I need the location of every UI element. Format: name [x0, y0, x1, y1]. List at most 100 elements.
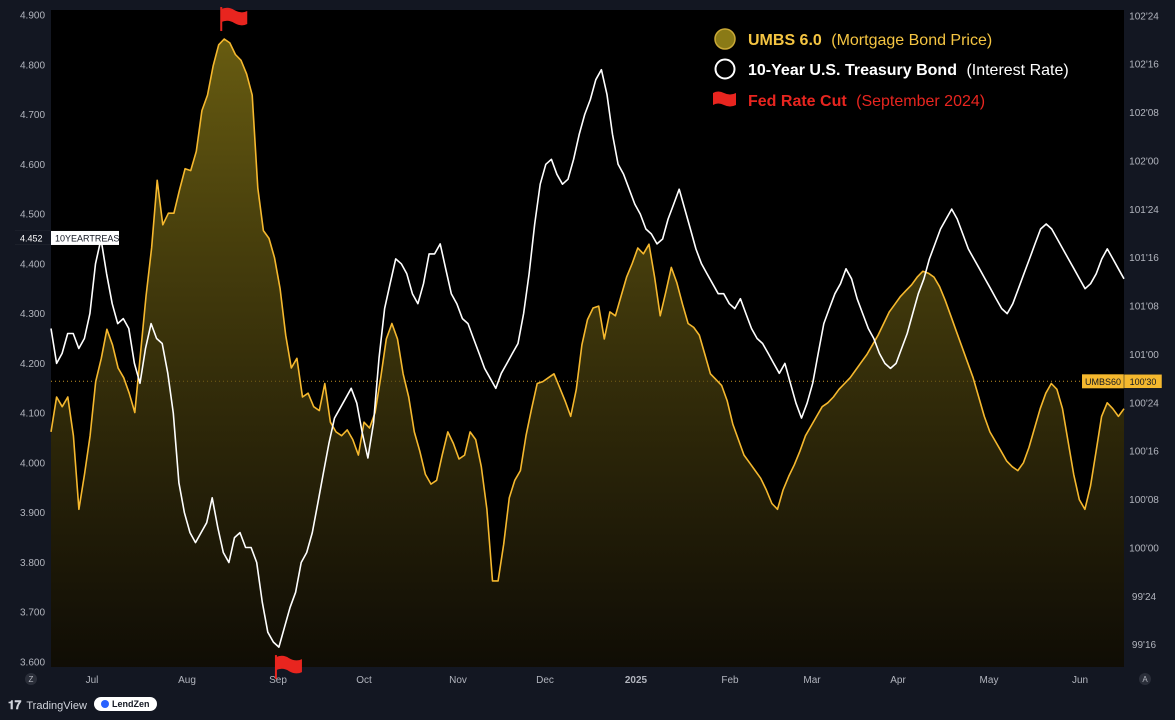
treasury-point: [868, 328, 869, 329]
treasury-point: [390, 283, 391, 284]
right-axis-tick: 100'24: [1129, 398, 1159, 409]
treasury-point: [734, 308, 735, 309]
umbs-point: [822, 406, 823, 407]
umbs-point: [62, 406, 63, 407]
umbs-line-series[interactable]: [50, 38, 1125, 582]
treasury-point: [84, 338, 85, 339]
treasury-point: [1079, 278, 1080, 279]
x-axis-tick: Mar: [803, 675, 821, 686]
umbs-point: [486, 509, 487, 510]
umbs-point: [1017, 470, 1018, 471]
treasury-point: [323, 472, 324, 473]
treasury-point: [345, 398, 346, 399]
treasury-point: [479, 353, 480, 354]
treasury-point: [112, 303, 113, 304]
umbs-point: [84, 474, 85, 475]
treasury-point: [829, 308, 830, 309]
umbs-point: [783, 489, 784, 490]
umbs-point: [56, 396, 57, 397]
partner-name: LendZen: [112, 699, 150, 709]
umbs-point: [481, 466, 482, 467]
treasury-point: [918, 293, 919, 294]
umbs-point: [900, 296, 901, 297]
right-price-tag-symbol: UMBS60: [1085, 377, 1121, 387]
treasury-point: [857, 298, 858, 299]
treasury-point: [56, 363, 57, 364]
right-axis-tick: 102'00: [1129, 156, 1159, 167]
umbs-point: [771, 503, 772, 504]
umbs-point: [257, 187, 258, 188]
treasury-point: [968, 248, 969, 249]
umbs-point: [933, 277, 934, 278]
umbs-point: [989, 431, 990, 432]
umbs-point: [436, 480, 437, 481]
axis-corner-left[interactable]: Z: [25, 673, 37, 685]
treasury-point: [695, 248, 696, 249]
treasury-point: [651, 233, 652, 234]
right-price-tag-value: 100'30: [1130, 377, 1157, 387]
umbs-point: [101, 358, 102, 359]
treasury-point: [729, 303, 730, 304]
treasury-point: [606, 94, 607, 95]
treasury-point: [812, 383, 813, 384]
legend-umbs-title: UMBS 6.0: [748, 32, 822, 49]
umbs-point: [1051, 383, 1052, 384]
treasury-point: [1018, 288, 1019, 289]
treasury-point: [50, 328, 51, 329]
treasury-point: [1057, 238, 1058, 239]
treasury-point: [378, 358, 379, 359]
treasury-point: [801, 418, 802, 419]
chart-canvas[interactable]: 4.900 4.800 4.700 4.600 4.500 4.400 4.300 4.200…: [0, 0, 1175, 690]
treasury-point: [256, 562, 257, 563]
umbs-point: [263, 230, 264, 231]
umbs-point: [565, 400, 566, 401]
treasury-point: [412, 293, 413, 294]
left-y-axis: 4.900 4.800 4.700 4.600 4.500 4.400 4.300 4.200…: [20, 11, 45, 669]
treasury-point: [1101, 258, 1102, 259]
treasury-point: [834, 293, 835, 294]
legend-umbs-subtitle: (Mortgage Bond Price): [831, 32, 992, 49]
treasury-point: [1040, 228, 1041, 229]
treasury-point: [851, 278, 852, 279]
umbs-point: [369, 427, 370, 428]
treasury-point: [551, 159, 552, 160]
umbs-point: [140, 354, 141, 355]
umbs-point: [978, 396, 979, 397]
treasury-point: [662, 238, 663, 239]
umbs-point: [542, 381, 543, 382]
umbs-point: [252, 95, 253, 96]
umbs-point: [850, 377, 851, 378]
treasury-point: [239, 532, 240, 533]
treasury-point: [745, 313, 746, 314]
left-axis-tick: 3.600: [20, 658, 45, 669]
treasury-point: [139, 383, 140, 384]
treasury-point: [1068, 258, 1069, 259]
treasury-point: [467, 323, 468, 324]
umbs-area-series: [51, 39, 1124, 667]
treasury-point: [1051, 228, 1052, 229]
treasury-point: [95, 263, 96, 264]
treasury-point: [517, 343, 518, 344]
treasury-point: [195, 542, 196, 543]
legend-fed-subtitle: (September 2024): [856, 93, 985, 110]
treasury-point: [78, 348, 79, 349]
tradingview-logo[interactable]: 𝟏𝟕 TradingView: [8, 698, 87, 713]
umbs-point: [917, 277, 918, 278]
treasury-line[interactable]: [50, 68, 1125, 648]
right-price-tag-value-box: [1123, 374, 1163, 389]
partner-badge[interactable]: LendZen: [94, 697, 157, 711]
umbs-line[interactable]: [50, 38, 1125, 582]
umbs-point: [386, 338, 387, 339]
right-axis-tick: 100'00: [1129, 544, 1159, 555]
umbs-point: [620, 296, 621, 297]
umbs-point: [319, 410, 320, 411]
treasury-line-series[interactable]: [50, 68, 1125, 648]
treasury-point: [484, 368, 485, 369]
treasury-point: [790, 383, 791, 384]
right-axis-tick: 102'24: [1129, 11, 1159, 22]
umbs-point: [1112, 408, 1113, 409]
umbs-point: [682, 304, 683, 305]
umbs-point: [593, 307, 594, 308]
axis-corner-right[interactable]: A: [1139, 673, 1151, 685]
right-axis-tick: 101'00: [1129, 350, 1159, 361]
